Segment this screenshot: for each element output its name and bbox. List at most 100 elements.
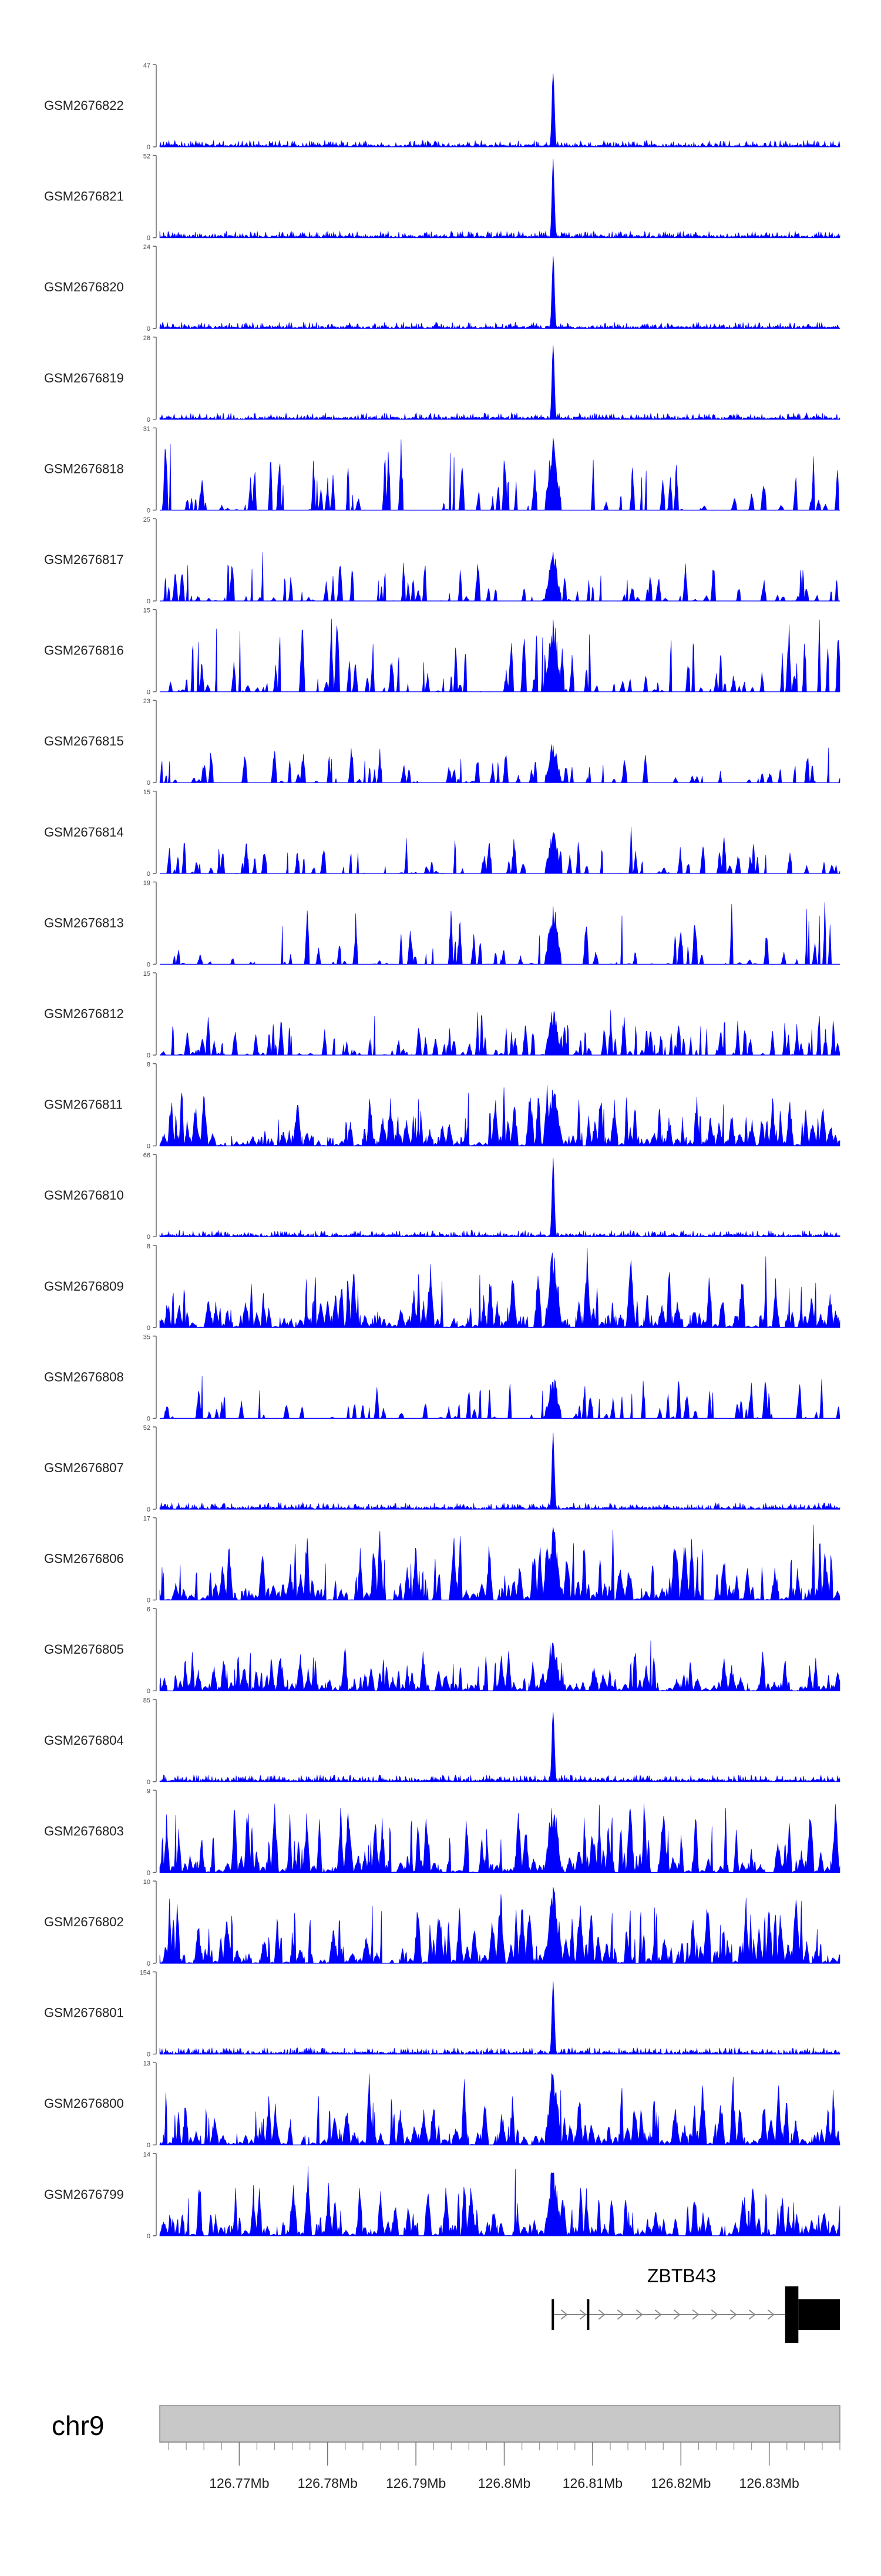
y-tick-label-min: 0 <box>147 2233 150 2240</box>
track-label: GSM2676817 <box>44 552 124 567</box>
track-label: GSM2676820 <box>44 280 124 294</box>
y-tick-label-min: 0 <box>147 1960 150 1967</box>
coverage-area <box>159 73 840 148</box>
coverage-area <box>159 256 840 330</box>
y-tick-label-max: 47 <box>143 62 150 69</box>
y-tick-label-max: 35 <box>143 1334 150 1341</box>
coverage-track: GSM2676815 23 0 <box>44 698 840 787</box>
y-tick-label-min: 0 <box>147 1597 150 1604</box>
coverage-track: GSM2676820 24 0 <box>44 244 840 333</box>
x-tick-label: 126.8Mb <box>478 2476 531 2491</box>
y-tick-label-min: 0 <box>147 1506 150 1513</box>
strand-chevron <box>748 2309 756 2320</box>
coverage-area <box>159 159 840 239</box>
y-tick-label-max: 52 <box>143 153 150 160</box>
y-tick-label-min: 0 <box>147 1869 150 1876</box>
coverage-area <box>159 1432 840 1510</box>
track-label: GSM2676802 <box>44 1915 124 1929</box>
y-tick-label-max: 8 <box>147 1243 150 1250</box>
y-tick-label-min: 0 <box>147 780 150 787</box>
y-tick-label-min: 0 <box>147 1415 150 1422</box>
y-tick-label-min: 0 <box>147 1688 150 1695</box>
track-label: GSM2676808 <box>44 1369 124 1384</box>
coverage-area <box>159 1158 840 1238</box>
coverage-area <box>159 1803 840 1873</box>
y-tick-label-max: 15 <box>143 789 150 796</box>
y-tick-label-min: 0 <box>147 235 150 242</box>
coverage-area <box>160 1376 840 1419</box>
coverage-track: GSM2676805 6 0 <box>44 1606 840 1695</box>
coverage-track: GSM2676812 15 0 <box>44 970 840 1059</box>
gene-cds <box>798 2299 840 2330</box>
coverage-area <box>159 1640 840 1691</box>
coverage-track: GSM2676806 17 0 <box>44 1516 840 1604</box>
coverage-track: GSM2676817 25 0 <box>44 516 840 605</box>
y-tick-label-max: 31 <box>143 425 150 432</box>
y-tick-label-max: 24 <box>143 244 150 251</box>
strand-chevron <box>654 2309 662 2320</box>
y-tick-label-min: 0 <box>147 144 150 151</box>
y-tick-label-max: 8 <box>147 1062 150 1069</box>
gene-terminal-exon <box>785 2286 799 2343</box>
y-tick-label-max: 17 <box>143 1516 150 1523</box>
coverage-area <box>159 2073 840 2145</box>
y-tick-label-min: 0 <box>147 689 150 696</box>
y-tick-label-min: 0 <box>147 325 150 333</box>
coverage-track: GSM2676802 10 0 <box>44 1879 840 1967</box>
y-tick-label-max: 6 <box>147 1606 150 1613</box>
coverage-track: GSM2676813 19 0 <box>44 879 840 968</box>
x-tick-label: 126.78Mb <box>298 2476 358 2491</box>
y-tick-label-min: 0 <box>147 1325 150 1332</box>
y-tick-label-max: 19 <box>143 879 150 886</box>
coverage-area <box>160 438 840 511</box>
coverage-area <box>159 1010 840 1056</box>
y-tick-label-max: 10 <box>143 1879 150 1886</box>
y-tick-label-max: 52 <box>143 1425 150 1432</box>
coverage-area <box>159 1085 840 1146</box>
y-tick-label-min: 0 <box>147 507 150 514</box>
coverage-area <box>159 744 840 783</box>
coverage-track: GSM2676814 15 0 <box>44 789 840 878</box>
y-tick-label-max: 26 <box>143 335 150 342</box>
x-tick-label: 126.83Mb <box>739 2476 799 2491</box>
coverage-track: GSM2676801 154 0 <box>44 1970 840 2058</box>
y-tick-label-min: 0 <box>147 1143 150 1150</box>
strand-chevron <box>692 2309 700 2320</box>
y-tick-label-max: 66 <box>143 1152 150 1159</box>
track-label: GSM2676809 <box>44 1279 124 1294</box>
y-tick-label-min: 0 <box>147 417 150 424</box>
coverage-area <box>159 2166 840 2236</box>
gene-name-label: ZBTB43 <box>647 2265 716 2286</box>
track-label: GSM2676805 <box>44 1642 124 1657</box>
x-tick-label: 126.79Mb <box>386 2476 446 2491</box>
y-tick-label-max: 85 <box>143 1697 150 1704</box>
track-label: GSM2676821 <box>44 189 124 204</box>
track-label: GSM2676804 <box>44 1733 124 1748</box>
coverage-area <box>159 1887 840 1964</box>
y-tick-label-max: 25 <box>143 516 150 523</box>
genome-axis: chr9 126.77Mb 126.78Mb 126.79Mb 126.8Mb 126.8… <box>52 2405 840 2491</box>
track-label: GSM2676810 <box>44 1188 124 1203</box>
track-label: GSM2676801 <box>44 2006 124 2020</box>
strand-chevron <box>617 2309 624 2320</box>
y-tick-label-max: 9 <box>147 1788 150 1795</box>
y-tick-label-max: 154 <box>140 1970 150 1977</box>
chromosome-ideogram <box>159 2405 840 2443</box>
coverage-track: GSM2676818 31 0 <box>44 425 840 514</box>
strand-chevron <box>598 2309 606 2320</box>
x-tick-label: 126.81Mb <box>563 2476 623 2491</box>
y-tick-label-min: 0 <box>147 1052 150 1059</box>
coverage-track: GSM2676810 66 0 <box>44 1152 840 1241</box>
gene-exon <box>587 2299 590 2330</box>
y-tick-label-max: 14 <box>143 2151 150 2158</box>
x-tick-label: 126.82Mb <box>651 2476 711 2491</box>
gene-model: ZBTB43 <box>552 2265 840 2343</box>
y-tick-label-min: 0 <box>147 598 150 605</box>
y-tick-label-max: 13 <box>143 2060 150 2067</box>
y-tick-label-min: 0 <box>147 2142 150 2149</box>
track-label: GSM2676814 <box>44 825 124 839</box>
y-tick-label-min: 0 <box>147 1779 150 1786</box>
strand-chevron <box>767 2309 775 2320</box>
coverage-track: GSM2676803 9 0 <box>44 1788 840 1876</box>
